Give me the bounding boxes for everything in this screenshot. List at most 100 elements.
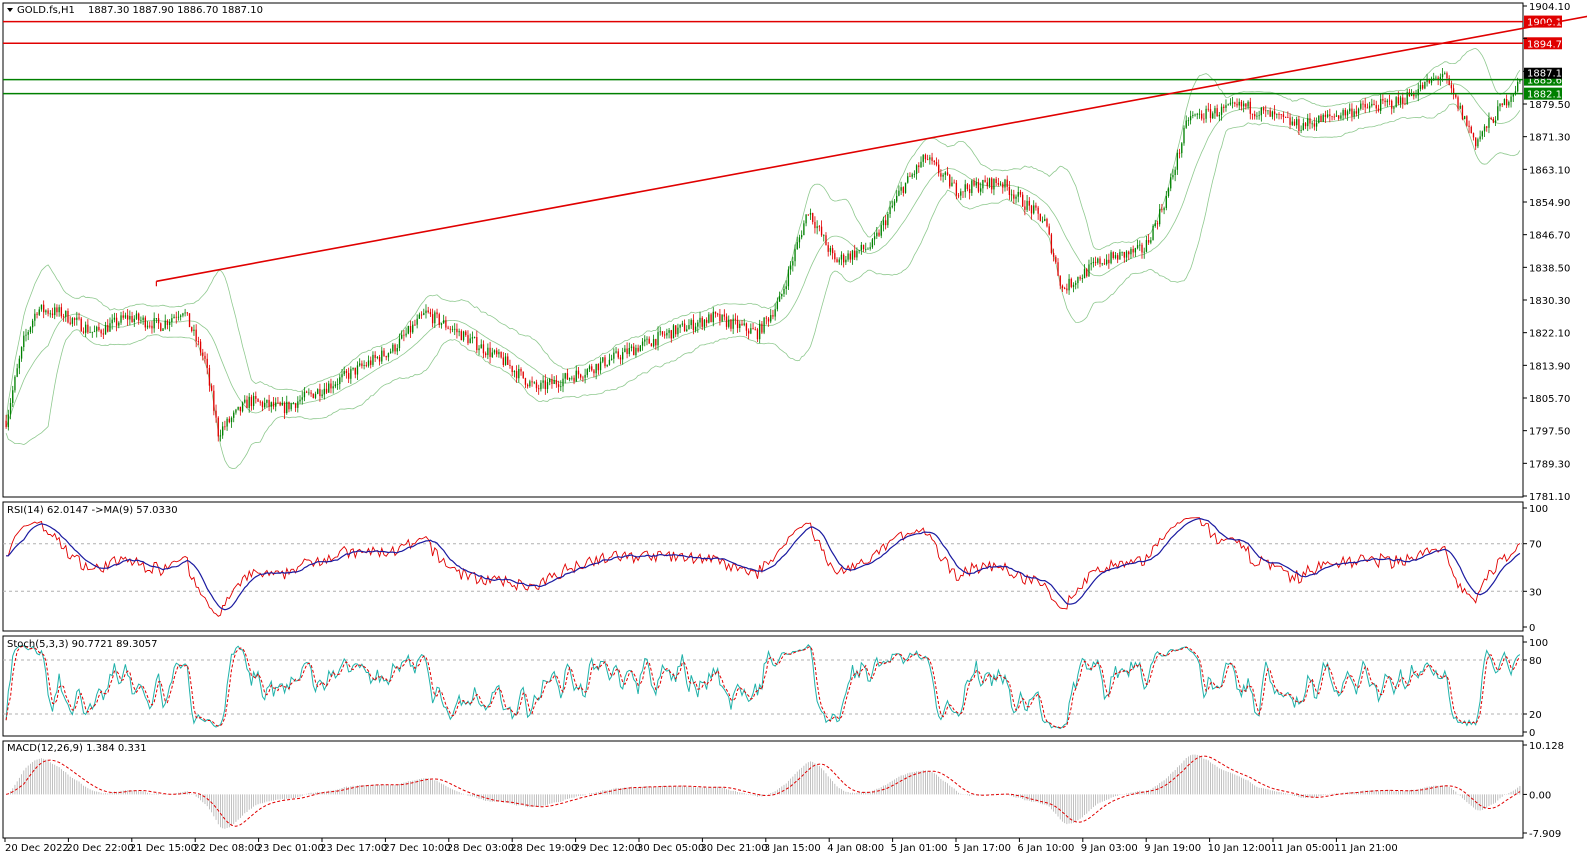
candle-body xyxy=(1377,108,1380,111)
candle-body xyxy=(1110,252,1112,264)
candle-body xyxy=(575,370,577,382)
candle-body xyxy=(100,330,102,334)
candle xyxy=(308,388,310,396)
rsi-pane[interactable]: RSI(14) 62.0147 ->MA(9) 57.0330 xyxy=(2,501,1524,632)
candle-body xyxy=(573,377,575,382)
candle-body xyxy=(1417,89,1419,96)
candle-body xyxy=(1291,121,1293,125)
candle xyxy=(1156,220,1159,230)
candle-body xyxy=(89,332,91,333)
candle xyxy=(697,319,699,333)
candle-body xyxy=(909,176,911,178)
candle-body xyxy=(783,288,785,294)
candle xyxy=(770,308,772,324)
time-tick-label: 30 Dec 21:00 xyxy=(700,843,767,854)
candle-body xyxy=(23,335,25,348)
candle-body xyxy=(522,371,524,379)
candle-body xyxy=(352,367,354,370)
candle-body xyxy=(750,328,752,334)
candle xyxy=(51,307,54,319)
candle-body xyxy=(615,351,617,353)
candle-body xyxy=(228,418,230,423)
candle xyxy=(688,319,690,330)
candle-body xyxy=(321,394,323,397)
candle xyxy=(690,318,692,329)
candle-body xyxy=(82,331,85,333)
candle-body xyxy=(951,182,953,187)
candle-body xyxy=(911,174,913,177)
candle xyxy=(1216,104,1218,117)
candle xyxy=(138,312,140,325)
macd-signal-line xyxy=(5,755,1521,827)
candle xyxy=(482,340,485,359)
candle xyxy=(155,318,158,324)
candle xyxy=(1384,97,1386,107)
candle-body xyxy=(834,253,836,260)
candle xyxy=(1320,113,1322,122)
candle-body xyxy=(233,412,235,418)
candle-body xyxy=(710,314,712,323)
candle-body xyxy=(500,351,502,358)
candle xyxy=(1178,148,1181,159)
candle-body xyxy=(1006,179,1008,187)
candle-body xyxy=(606,364,608,367)
candle xyxy=(359,358,361,367)
candle-body xyxy=(301,397,303,400)
candle xyxy=(705,317,708,327)
candle xyxy=(1472,132,1475,141)
candle xyxy=(1296,116,1298,129)
candle-body xyxy=(571,377,573,379)
candle xyxy=(334,381,337,389)
candle-body xyxy=(1329,114,1331,117)
candle xyxy=(575,365,577,382)
candle-body xyxy=(774,309,776,317)
candle-body xyxy=(34,313,36,321)
candle-body xyxy=(1326,114,1329,117)
trendline xyxy=(155,15,1587,287)
candle xyxy=(767,317,770,327)
candle-body xyxy=(946,172,949,175)
candle-body xyxy=(93,331,96,333)
candle xyxy=(239,406,242,416)
candle-body xyxy=(593,370,595,374)
candle xyxy=(869,242,871,251)
candle-body xyxy=(471,337,474,339)
candle-body xyxy=(1015,196,1017,199)
candle-body xyxy=(860,244,863,251)
candle-body xyxy=(1108,259,1110,264)
candle-body xyxy=(641,341,644,346)
candle-body xyxy=(275,402,277,407)
candle xyxy=(381,346,383,364)
stoch-pane[interactable]: Stoch(5,3,3) 90.7721 89.3057 xyxy=(2,635,1524,737)
candle xyxy=(1512,93,1514,102)
candle xyxy=(164,314,166,330)
candle-body xyxy=(405,333,407,336)
candle xyxy=(1269,107,1271,117)
candle xyxy=(182,312,184,318)
candle-body xyxy=(1212,113,1214,119)
indicator-tick-label: 80 xyxy=(1529,656,1542,667)
candle-body xyxy=(1368,105,1371,109)
candle-body xyxy=(661,331,664,335)
candle-body xyxy=(476,337,478,351)
candle xyxy=(241,401,244,413)
candle xyxy=(1505,94,1508,109)
candle-body xyxy=(1165,195,1167,209)
resistance-trendline xyxy=(156,15,1587,283)
candle-body xyxy=(122,315,124,318)
candle xyxy=(467,330,469,346)
candle-body xyxy=(1490,118,1492,119)
candle-body xyxy=(1251,113,1254,115)
candle-body xyxy=(62,316,65,318)
candle-body xyxy=(1439,77,1442,80)
candle-body xyxy=(1415,95,1417,97)
candle xyxy=(862,244,865,253)
candle xyxy=(456,323,458,339)
candle-body xyxy=(1028,200,1030,206)
macd-pane[interactable]: MACD(12,26,9) 1.384 0.331 xyxy=(2,740,1524,839)
dropdown-triangle-icon[interactable] xyxy=(7,8,13,12)
candle xyxy=(1033,200,1035,215)
candle xyxy=(907,172,909,184)
